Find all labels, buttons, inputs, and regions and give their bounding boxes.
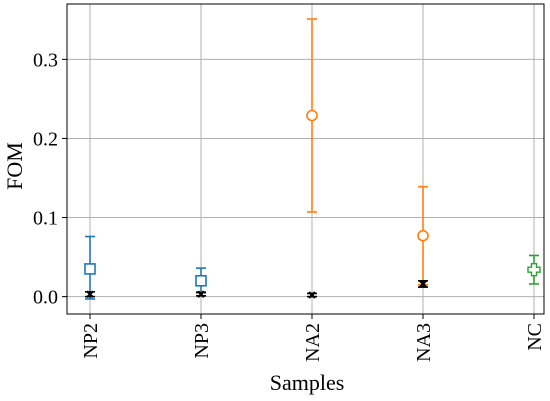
data-point-np2 [84, 263, 96, 275]
data-point-na2 [306, 109, 318, 122]
x-tick-label-np3: NP3 [191, 323, 213, 359]
y-axis-ticks: 0.0 0.1 0.2 0.3 [33, 49, 67, 309]
x-tick-label-na3: NA3 [413, 323, 435, 362]
data-point-np3 [195, 274, 207, 287]
series-circle [306, 18, 429, 286]
x-axis-label: Samples [270, 370, 345, 395]
plot-frame [66, 3, 545, 315]
data-point-na2 [308, 291, 316, 299]
data-series [84, 18, 541, 300]
data-point-np3 [197, 290, 205, 299]
y-tick-label: 0.2 [33, 128, 58, 150]
grid-lines [67, 4, 544, 314]
x-axis-ticks: NP2 NP3 NA2 NA3 NC [80, 314, 546, 362]
data-point-na3 [419, 280, 427, 288]
x-tick-label-nc: NC [524, 323, 546, 351]
series-x [85, 279, 428, 299]
y-axis-label: FOM [2, 142, 27, 190]
y-tick-label: 0.1 [33, 208, 58, 230]
data-point-np2 [86, 290, 94, 299]
y-tick-label: 0.3 [33, 49, 58, 71]
data-point-na3 [417, 229, 429, 242]
series-square [84, 235, 207, 300]
data-point-nc [527, 263, 541, 277]
x-tick-label-np2: NP2 [80, 323, 102, 359]
x-tick-label-na2: NA2 [302, 323, 324, 362]
y-tick-label: 0.0 [33, 287, 58, 309]
series-plus [527, 254, 541, 285]
